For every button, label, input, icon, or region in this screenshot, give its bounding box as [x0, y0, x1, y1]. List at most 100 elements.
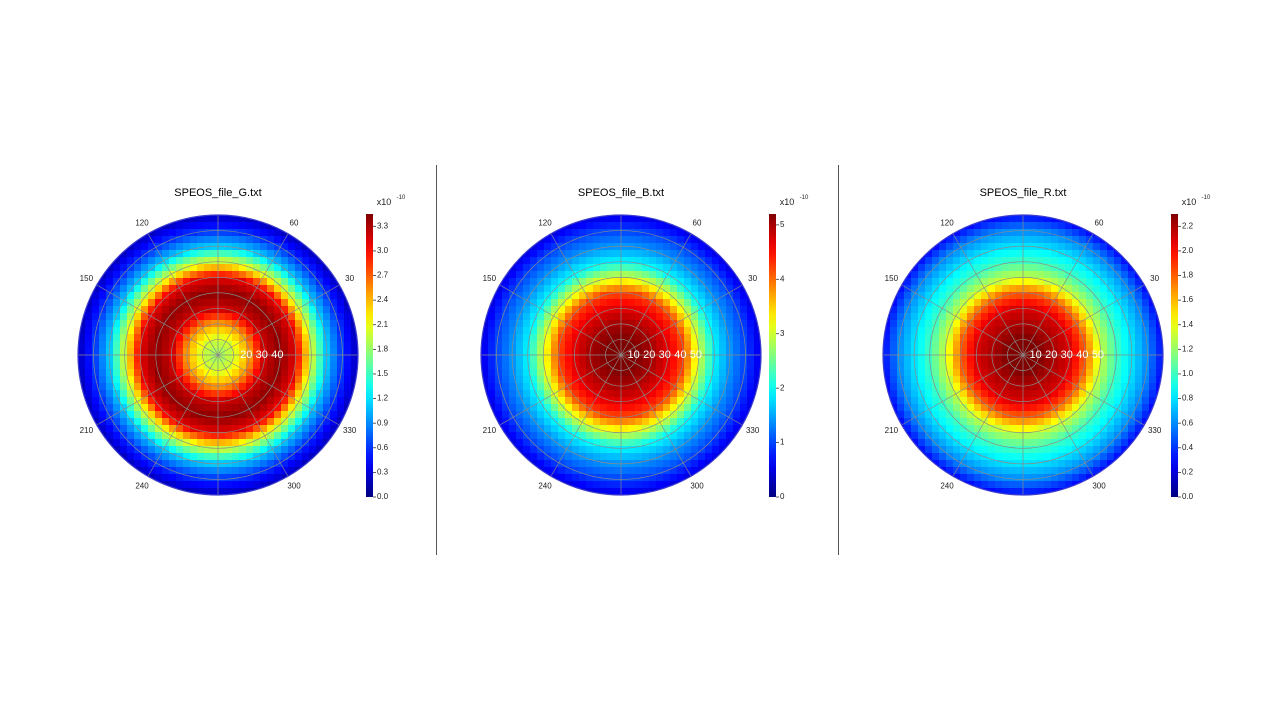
grid-spoke	[1022, 233, 1094, 356]
grid-spoke	[952, 354, 1024, 477]
colorbar-tick-label: 1.8	[1182, 271, 1194, 280]
polar-plot-g: SPEOS_file_G.txt 20 30 40 30 60 120 150 210 240 30…	[35, 0, 435, 720]
colorbar	[366, 214, 373, 497]
grid-spoke	[217, 354, 340, 426]
colorbar-tick-label: 2.1	[377, 320, 389, 329]
colorbar	[1171, 214, 1178, 497]
radial-label-10: 10	[1030, 349, 1042, 361]
angle-label-300: 300	[690, 482, 704, 491]
colorbar-tick-label: 0.4	[1182, 443, 1194, 452]
radial-label-50: 50	[1092, 349, 1104, 361]
angle-label-30: 30	[748, 274, 757, 283]
colorbar-tick-label: 0	[780, 492, 785, 501]
colorbar-tick-label: 1.0	[1182, 369, 1194, 378]
colorbar-tick-label: 0.9	[377, 418, 389, 427]
grid-spoke	[499, 284, 622, 356]
radial-label-30: 30	[1061, 349, 1073, 361]
colorbar-tick-label: 0.0	[377, 492, 389, 501]
colorbar-tick-label: 0.6	[1182, 418, 1194, 427]
angle-label-30: 30	[345, 274, 354, 283]
angle-label-300: 300	[287, 482, 301, 491]
angle-label-150: 150	[80, 274, 94, 283]
colorbar-tick-label: 2	[780, 383, 785, 392]
grid-spoke	[550, 233, 622, 356]
grid-spoke	[952, 233, 1024, 356]
grid-spoke	[901, 354, 1024, 426]
colorbar-tick-label: 2.0	[1182, 246, 1194, 255]
polar-plot-r: SPEOS_file_R.txt 10 20 30 40 50 30 60 120 150 210 2…	[840, 0, 1240, 720]
angle-label-240: 240	[940, 482, 954, 491]
grid-spoke	[620, 354, 743, 426]
angle-label-120: 120	[940, 218, 954, 227]
angle-label-60: 60	[693, 218, 702, 227]
chart-title: SPEOS_file_B.txt	[578, 187, 664, 199]
angle-label-60: 60	[1095, 218, 1104, 227]
colorbar-tick-label: 5	[780, 220, 785, 229]
colorbar-tick-label: 2.7	[377, 271, 389, 280]
colorbar-tick-label: 3.3	[377, 221, 389, 230]
radial-label-40: 40	[674, 349, 686, 361]
grid-spoke	[620, 284, 743, 356]
chart-title: SPEOS_file_G.txt	[174, 187, 261, 199]
angle-label-120: 120	[135, 218, 149, 227]
chart-title: SPEOS_file_R.txt	[980, 187, 1067, 199]
radial-label-10: 10	[628, 349, 640, 361]
colorbar-tick-label: 4	[780, 274, 785, 283]
radial-label-20: 20	[240, 349, 252, 361]
colorbar-tick-label: 3.0	[377, 246, 389, 255]
colorbar-tick-label: 0.0	[1182, 492, 1194, 501]
radial-label-40: 40	[271, 349, 283, 361]
grid-spoke	[1022, 354, 1094, 477]
angle-label-330: 330	[1148, 426, 1162, 435]
divider-line-2	[838, 165, 839, 555]
colorbar	[769, 214, 776, 497]
angle-label-30: 30	[1150, 274, 1159, 283]
angle-label-210: 210	[483, 426, 497, 435]
radial-label-40: 40	[1076, 349, 1088, 361]
colorbar-tick-label: 2.4	[377, 295, 389, 304]
colorbar-exponent-power: -10	[1202, 195, 1211, 201]
colorbar-tick-label: 1.8	[377, 344, 389, 353]
grid-spoke	[147, 354, 219, 477]
radial-label-30: 30	[256, 349, 268, 361]
colorbar-tick-label: 0.8	[1182, 394, 1194, 403]
colorbar-tick-label: 1.5	[377, 369, 389, 378]
colorbar-exponent-power: -10	[397, 195, 406, 201]
polar-rim	[882, 214, 1164, 496]
angle-label-330: 330	[746, 426, 760, 435]
colorbar-tick-label: 1	[780, 438, 785, 447]
colorbar-exponent: x10	[780, 197, 795, 207]
colorbar-tick-label: 1.6	[1182, 295, 1194, 304]
radial-label-20: 20	[1045, 349, 1057, 361]
angle-label-60: 60	[290, 218, 299, 227]
grid-spoke	[96, 284, 219, 356]
grid-spoke	[499, 354, 622, 426]
colorbar-tick-label: 3	[780, 329, 785, 338]
colorbar-tick-label: 1.2	[1182, 344, 1194, 353]
colorbar-exponent-power: -10	[800, 195, 809, 201]
grid-spoke	[620, 233, 692, 356]
polar-rim	[480, 214, 762, 496]
angle-label-210: 210	[885, 426, 899, 435]
angle-label-240: 240	[538, 482, 552, 491]
angle-label-210: 210	[80, 426, 94, 435]
grid-spoke	[550, 354, 622, 477]
radial-label-50: 50	[690, 349, 702, 361]
grid-spoke	[96, 354, 219, 426]
colorbar-exponent: x10	[377, 197, 392, 207]
colorbar-tick-label: 0.3	[377, 468, 389, 477]
colorbar-tick-label: 2.2	[1182, 221, 1194, 230]
grid-spoke	[901, 284, 1024, 356]
angle-label-300: 300	[1092, 482, 1106, 491]
colorbar-tick-label: 0.2	[1182, 468, 1194, 477]
grid-spoke	[1022, 284, 1145, 356]
colorbar-tick-label: 1.4	[1182, 320, 1194, 329]
grid-spoke	[1022, 354, 1145, 426]
colorbar-tick-label: 0.6	[377, 443, 389, 452]
colorbar-exponent: x10	[1182, 197, 1197, 207]
colorbar-tick-label: 1.2	[377, 394, 389, 403]
grid-spoke	[217, 233, 289, 356]
